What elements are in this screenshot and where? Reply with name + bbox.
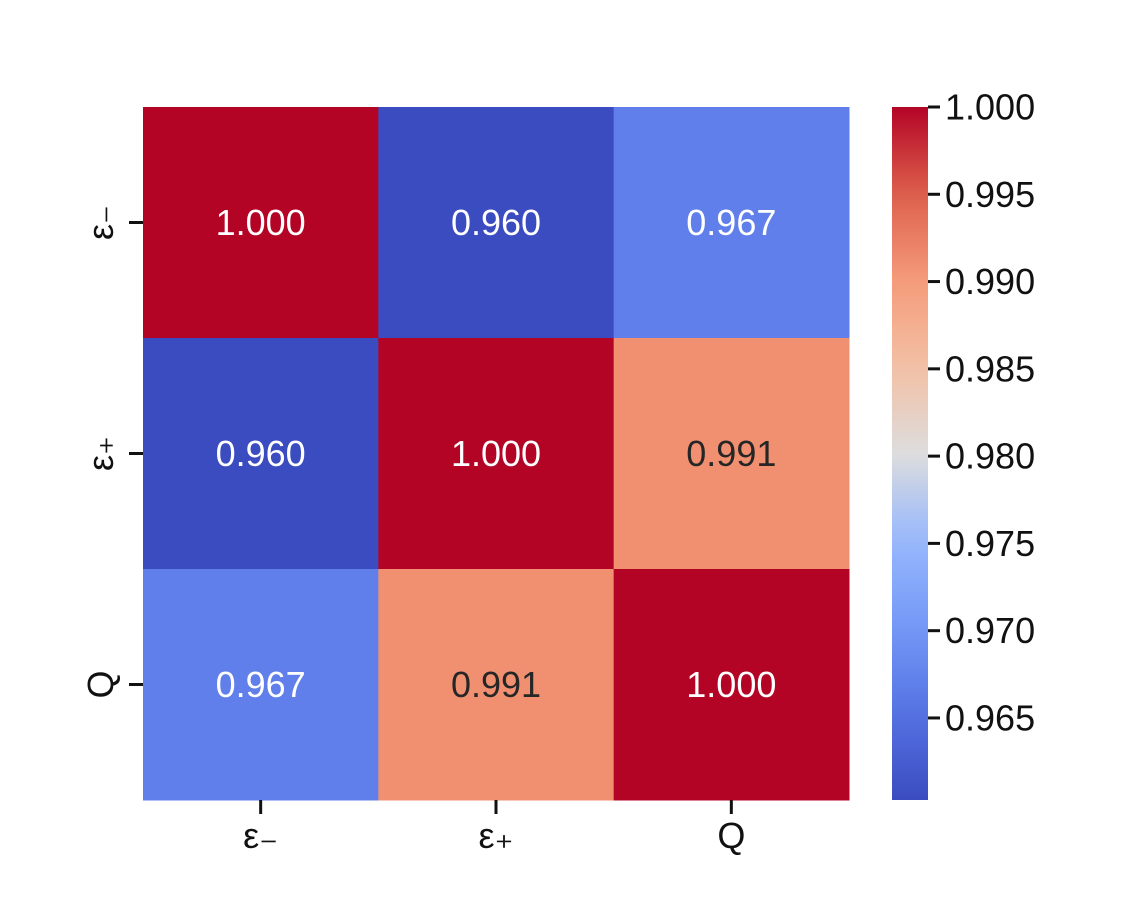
colorbar-tick-label-7: 0.965 [945,697,1035,738]
colorbar-tick-label-5: 0.975 [945,523,1035,564]
x-axis: ε₋ ε₊ Q [243,800,745,856]
y-axis: ε₋ ε₊ Q [80,205,143,699]
heatmap-cell-r1-c0 [143,338,379,570]
heatmap-cell-r0-c0 [143,107,379,339]
heatmap-cell-r1-c1 [378,338,615,570]
colorbar-tick-label-1: 0.995 [945,174,1035,215]
cell-label-r2-c2: 1.000 [686,664,776,705]
heatmap-cell-r2-c1 [378,569,615,801]
heatmap-cell-r2-c0 [143,569,379,801]
colorbar-ticks: 1.000 0.995 0.990 0.985 0.980 0.975 0.970 0.965 [928,87,1035,738]
x-tick-label-0: ε₋ [243,815,278,856]
colorbar-tick-label-4: 0.980 [945,436,1035,477]
heatmap-cell-r2-c2 [613,569,850,801]
y-tick-label-2: Q [80,670,121,698]
cell-label-r0-c1: 0.960 [451,202,541,243]
cell-label-r0-c0: 1.000 [216,202,306,243]
y-tick-label-0: ε₋ [80,205,121,240]
cell-label-r2-c0: 0.967 [216,664,306,705]
cell-label-r2-c1: 0.991 [451,664,541,705]
heatmap-cells [143,107,850,801]
cell-label-r0-c2: 0.967 [686,202,776,243]
colorbar-tick-label-3: 0.985 [945,348,1035,389]
y-tick-label-1: ε₊ [80,436,121,471]
colorbar: 1.000 0.995 0.990 0.985 0.980 0.975 0.970 0.965 [892,87,1035,800]
colorbar-tick-label-0: 1.000 [945,87,1035,128]
x-tick-label-1: ε₊ [478,815,513,856]
heatmap-cell-r0-c2 [613,107,850,339]
colorbar-tick-label-6: 0.970 [945,610,1035,651]
colorbar-tick-label-2: 0.990 [945,261,1035,302]
cell-label-r1-c2: 0.991 [686,433,776,474]
colorbar-gradient [892,107,928,800]
x-tick-label-2: Q [717,815,745,856]
cell-label-r1-c0: 0.960 [216,433,306,474]
cell-label-r1-c1: 1.000 [451,433,541,474]
heatmap-cell-labels: 1.000 0.960 0.967 0.960 1.000 0.991 0.967 0.991… [216,202,777,705]
heatmap-cell-r1-c2 [613,338,850,570]
heatmap-cell-r0-c1 [378,107,615,339]
